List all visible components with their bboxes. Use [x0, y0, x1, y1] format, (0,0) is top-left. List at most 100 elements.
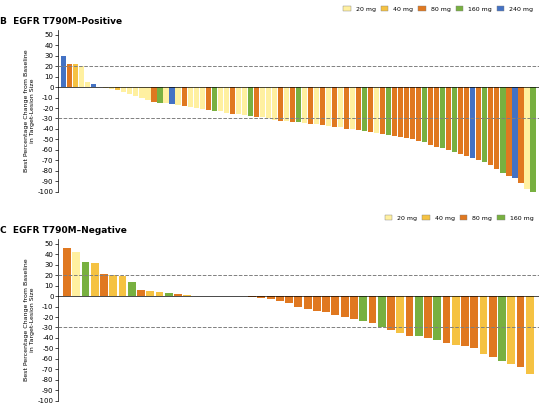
- Y-axis label: Best Percentage Change from Baseline
in Target-Lesion Size: Best Percentage Change from Baseline in …: [24, 49, 35, 172]
- Bar: [525, 87, 530, 189]
- Bar: [139, 87, 145, 97]
- Bar: [248, 87, 253, 116]
- Bar: [276, 296, 284, 301]
- Bar: [266, 296, 275, 299]
- Bar: [482, 87, 488, 162]
- Bar: [304, 296, 312, 309]
- Bar: [476, 87, 482, 160]
- Bar: [489, 296, 497, 357]
- Bar: [109, 275, 117, 296]
- Bar: [428, 87, 434, 145]
- Bar: [517, 296, 525, 367]
- Bar: [406, 296, 413, 336]
- Bar: [369, 296, 376, 323]
- Bar: [488, 87, 494, 166]
- Bar: [272, 87, 277, 120]
- Bar: [230, 87, 235, 114]
- Bar: [470, 87, 476, 158]
- Bar: [266, 87, 271, 118]
- Bar: [206, 87, 211, 110]
- Bar: [193, 87, 199, 108]
- Bar: [128, 282, 136, 296]
- Bar: [368, 87, 373, 132]
- Bar: [350, 296, 358, 319]
- Bar: [100, 274, 108, 296]
- Bar: [308, 87, 313, 124]
- Bar: [320, 87, 325, 125]
- Bar: [392, 87, 397, 136]
- Bar: [313, 296, 321, 311]
- Bar: [338, 87, 343, 127]
- Bar: [410, 87, 416, 139]
- Bar: [378, 296, 385, 328]
- Bar: [404, 87, 410, 139]
- Bar: [452, 296, 460, 345]
- Bar: [513, 87, 518, 178]
- Legend: 20 mg, 40 mg, 80 mg, 160 mg: 20 mg, 40 mg, 80 mg, 160 mg: [382, 212, 536, 223]
- Bar: [285, 296, 293, 303]
- Bar: [257, 296, 265, 298]
- Bar: [434, 296, 441, 340]
- Bar: [332, 87, 337, 127]
- Bar: [461, 296, 469, 346]
- Bar: [434, 87, 440, 147]
- Bar: [224, 87, 229, 113]
- Bar: [63, 248, 71, 296]
- Bar: [175, 87, 181, 105]
- Bar: [458, 87, 464, 154]
- Bar: [396, 296, 404, 332]
- Bar: [260, 87, 265, 118]
- Bar: [531, 87, 536, 192]
- Bar: [156, 292, 163, 296]
- Bar: [254, 87, 259, 118]
- Bar: [67, 64, 72, 87]
- Bar: [452, 87, 458, 152]
- Bar: [416, 87, 422, 141]
- Bar: [79, 66, 84, 87]
- Bar: [218, 87, 223, 111]
- Bar: [470, 296, 478, 349]
- Bar: [296, 87, 301, 122]
- Bar: [157, 87, 163, 103]
- Bar: [169, 87, 175, 104]
- Bar: [290, 87, 295, 122]
- Bar: [415, 296, 423, 336]
- Bar: [61, 56, 66, 87]
- Bar: [127, 87, 133, 95]
- Bar: [398, 87, 403, 137]
- Text: C  EGFR T790M–Negative: C EGFR T790M–Negative: [0, 226, 127, 235]
- Bar: [145, 87, 151, 100]
- Bar: [386, 87, 391, 135]
- Bar: [187, 87, 193, 107]
- Bar: [507, 87, 512, 176]
- Bar: [443, 296, 450, 343]
- Bar: [133, 87, 139, 95]
- Bar: [165, 293, 173, 296]
- Bar: [500, 87, 506, 173]
- Bar: [278, 87, 283, 120]
- Text: B  EGFR T790M–Positive: B EGFR T790M–Positive: [0, 17, 122, 26]
- Bar: [115, 87, 121, 90]
- Bar: [294, 296, 302, 307]
- Bar: [494, 87, 500, 169]
- Bar: [91, 84, 97, 87]
- Bar: [507, 296, 515, 364]
- Bar: [350, 87, 355, 129]
- Bar: [314, 87, 319, 124]
- Bar: [362, 87, 367, 131]
- Bar: [146, 291, 154, 296]
- Bar: [163, 87, 169, 103]
- Bar: [72, 252, 80, 296]
- Bar: [151, 87, 157, 102]
- Bar: [200, 87, 205, 109]
- Bar: [519, 87, 524, 183]
- Bar: [248, 296, 256, 297]
- Bar: [326, 87, 331, 126]
- Bar: [424, 296, 432, 338]
- Bar: [212, 87, 217, 111]
- Bar: [302, 87, 307, 122]
- Bar: [344, 87, 349, 129]
- Bar: [341, 296, 348, 317]
- Bar: [359, 296, 367, 321]
- Bar: [91, 263, 99, 296]
